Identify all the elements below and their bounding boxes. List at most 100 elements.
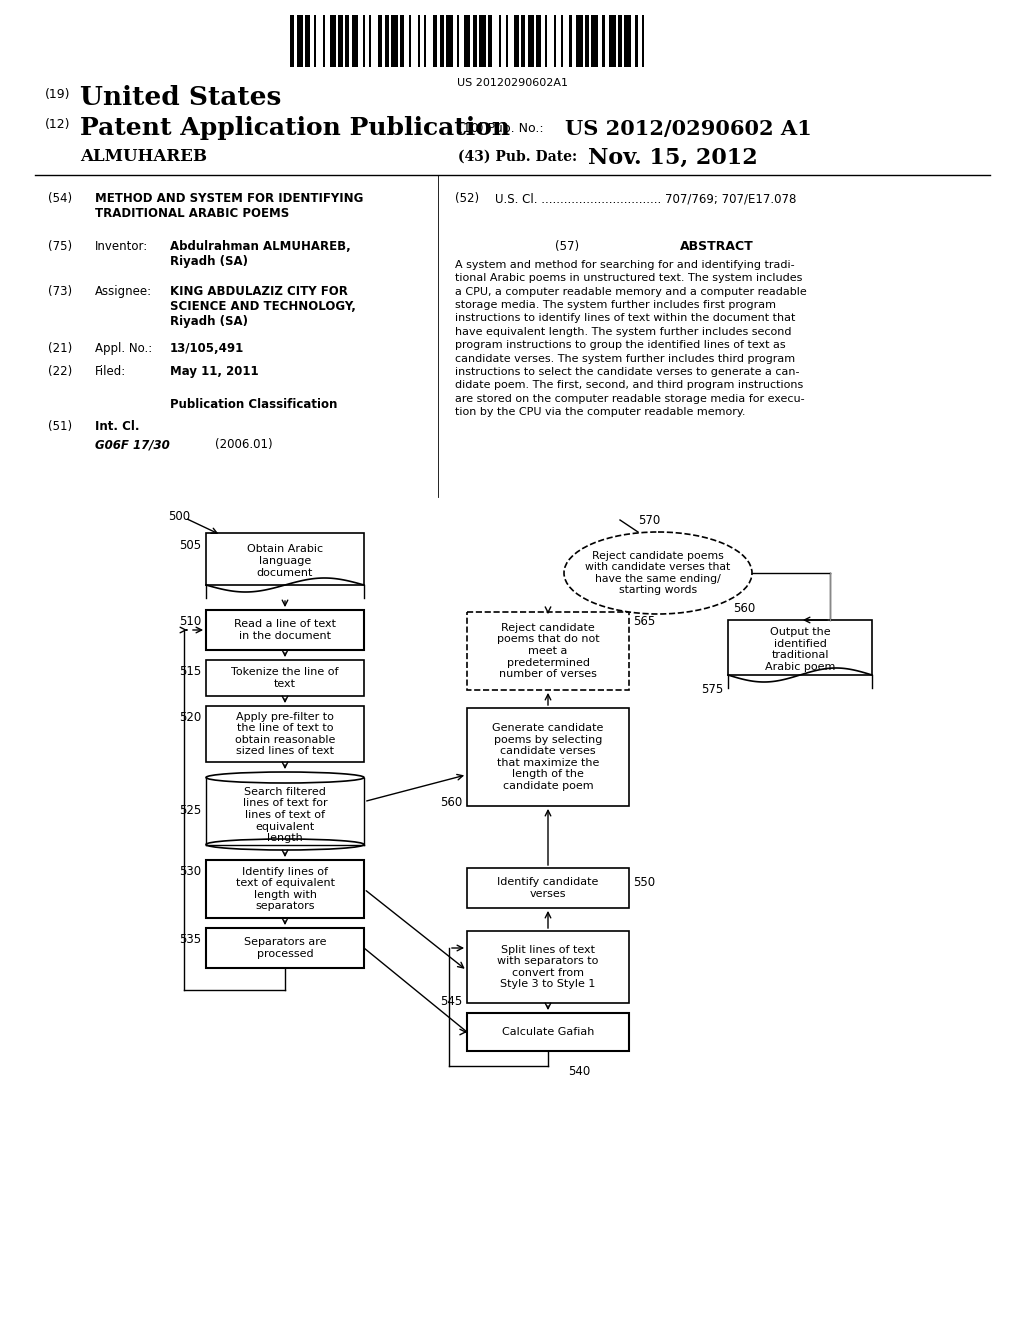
Bar [338,15,343,67]
Text: Split lines of text
with separators to
convert from
Style 3 to Style 1: Split lines of text with separators to c… [498,945,599,990]
Text: (54): (54) [48,191,72,205]
FancyBboxPatch shape [206,610,364,649]
Text: 540: 540 [568,1065,590,1078]
Text: 560: 560 [733,602,756,615]
Bar [457,15,460,67]
Bar [424,15,426,67]
Text: Filed:: Filed: [95,366,126,378]
Text: (12): (12) [45,117,71,131]
Text: 505: 505 [179,539,201,552]
Text: Obtain Arabic
language
document: Obtain Arabic language document [247,544,323,578]
FancyBboxPatch shape [467,869,629,908]
Text: Apply pre-filter to
the line of text to
obtain reasonable
sized lines of text: Apply pre-filter to the line of text to … [234,711,335,756]
Bar [446,15,453,67]
Bar [537,15,541,67]
Bar [378,15,382,67]
Text: (2006.01): (2006.01) [215,438,272,451]
Bar [506,15,508,67]
Bar [370,15,372,67]
Text: Inventor:: Inventor: [95,240,148,253]
Bar [351,15,358,67]
Text: 560: 560 [439,796,462,809]
Text: 550: 550 [633,876,655,888]
Bar [575,15,583,67]
FancyBboxPatch shape [467,708,629,807]
Bar [617,15,623,67]
Text: Publication Classification: Publication Classification [170,399,337,411]
FancyBboxPatch shape [728,620,872,675]
Bar [473,15,477,67]
Text: 525: 525 [179,804,201,817]
FancyBboxPatch shape [206,660,364,696]
Ellipse shape [206,840,364,850]
Text: (57): (57) [555,240,580,253]
Text: KING ABDULAZIZ CITY FOR
SCIENCE AND TECHNOLOGY,
Riyadh (SA): KING ABDULAZIZ CITY FOR SCIENCE AND TECH… [170,285,356,327]
Text: METHOD AND SYSTEM FOR IDENTIFYING
TRADITIONAL ARABIC POEMS: METHOD AND SYSTEM FOR IDENTIFYING TRADIT… [95,191,364,220]
FancyBboxPatch shape [206,928,364,968]
Bar [602,15,604,67]
Bar [560,15,563,67]
Text: (52): (52) [455,191,479,205]
Text: Reject candidate
poems that do not
meet a
predetermined
number of verses: Reject candidate poems that do not meet … [497,623,599,680]
Bar [592,15,598,67]
Bar [362,15,365,67]
Text: Tokenize the line of
text: Tokenize the line of text [231,667,339,689]
Text: G06F 17/30: G06F 17/30 [95,438,170,451]
Bar [391,15,397,67]
Text: U.S. Cl. ................................ 707/769; 707/E17.078: U.S. Cl. ...............................… [495,191,797,205]
Text: Appl. No.:: Appl. No.: [95,342,153,355]
Text: ALMUHAREB: ALMUHAREB [80,148,207,165]
Text: Assignee:: Assignee: [95,285,153,298]
Text: Reject candidate poems
with candidate verses that
have the same ending/
starting: Reject candidate poems with candidate ve… [586,550,731,595]
Text: United States: United States [80,84,282,110]
Bar [521,15,525,67]
Bar [290,15,295,67]
Bar [636,15,638,67]
Text: (21): (21) [48,342,73,355]
Bar [345,15,349,67]
Text: (75): (75) [48,240,72,253]
Text: Abdulrahman ALMUHAREB,
Riyadh (SA): Abdulrahman ALMUHAREB, Riyadh (SA) [170,240,351,268]
Text: 13/105,491: 13/105,491 [170,342,245,355]
Text: 510: 510 [179,615,201,628]
Text: Identify candidate
verses: Identify candidate verses [498,878,599,899]
Bar [499,15,501,67]
Bar [554,15,556,67]
Text: US 2012/0290602 A1: US 2012/0290602 A1 [565,119,812,139]
Text: 520: 520 [179,711,201,723]
Text: ABSTRACT: ABSTRACT [680,240,754,253]
Text: (19): (19) [45,88,71,102]
Text: (73): (73) [48,285,72,298]
Text: (43) Pub. Date:: (43) Pub. Date: [458,150,578,164]
Bar [609,15,615,67]
Bar [418,15,420,67]
Text: Nov. 15, 2012: Nov. 15, 2012 [588,147,758,169]
Text: 515: 515 [179,665,201,678]
Bar [569,15,571,67]
Text: (10) Pub. No.:: (10) Pub. No.: [458,121,544,135]
FancyBboxPatch shape [467,931,629,1003]
Text: Int. Cl.: Int. Cl. [95,420,139,433]
Bar [545,15,548,67]
Bar [464,15,470,67]
Text: Separators are
processed: Separators are processed [244,937,327,958]
Text: US 20120290602A1: US 20120290602A1 [457,78,568,88]
Bar [305,15,310,67]
Text: Patent Application Publication: Patent Application Publication [80,116,510,140]
Text: 565: 565 [633,615,655,628]
Ellipse shape [564,532,752,614]
Bar [439,15,444,67]
Bar [385,15,389,67]
Text: 545: 545 [439,995,462,1008]
Bar [585,15,589,67]
FancyBboxPatch shape [206,861,364,917]
Bar [642,15,644,67]
Bar [527,15,535,67]
Text: Calculate Gafiah: Calculate Gafiah [502,1027,594,1038]
Bar [297,15,303,67]
Bar [625,15,631,67]
Bar [514,15,519,67]
Text: A system and method for searching for and identifying tradi-
tional Arabic poems: A system and method for searching for an… [455,260,807,417]
Text: 500: 500 [168,510,190,523]
Bar [433,15,437,67]
